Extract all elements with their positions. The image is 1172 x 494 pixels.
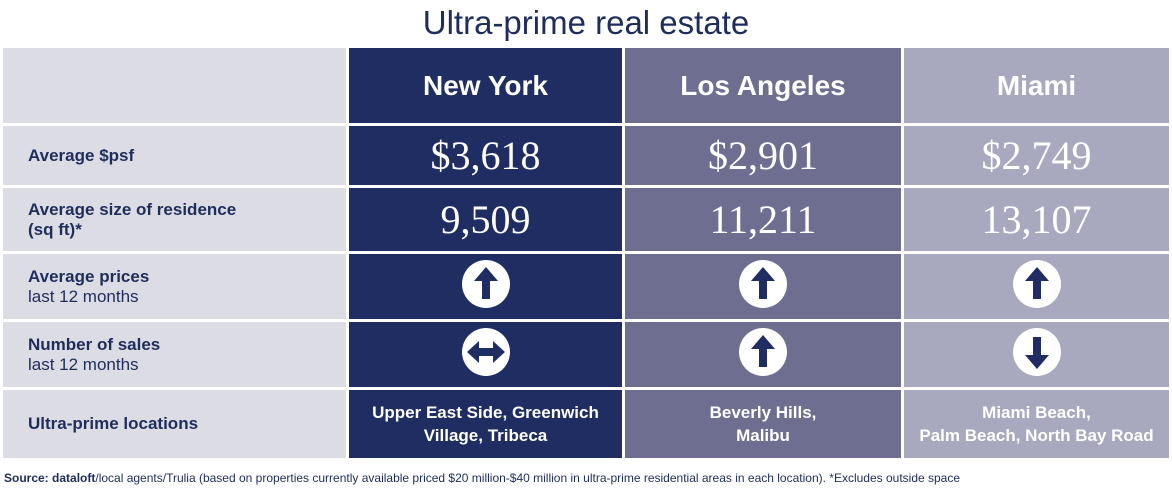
location-cell: Beverly Hills, Malibu: [625, 390, 901, 458]
row-label-3: Average prices last 12 months: [3, 254, 346, 319]
arrow-up-icon: [461, 259, 511, 314]
row-label-2: Average size of residence (sq ft)*: [3, 188, 346, 251]
location-line: Upper East Side, Greenwich: [372, 403, 599, 422]
value-cell: $2,901: [625, 126, 901, 185]
chart-title: Ultra-prime real estate: [422, 4, 750, 41]
trend-cell: [349, 322, 622, 387]
row-label-5: Ultra-prime locations: [3, 390, 346, 458]
value-cell: $3,618: [349, 126, 622, 185]
source-note: Source: dataloft/local agents/Trulia (ba…: [4, 471, 960, 485]
row-label-text: Average size of residence: [28, 199, 237, 219]
arrow-up-icon: [1012, 259, 1062, 314]
header-corner: [3, 48, 346, 123]
value-cell: 11,211: [625, 188, 901, 251]
row-label-1: Average $psf: [3, 126, 346, 185]
value-cell: $2,749: [904, 126, 1169, 185]
source-brand: dataloft: [52, 471, 96, 485]
location-line: Village, Tribeca: [423, 426, 548, 445]
trend-cell: [904, 254, 1169, 319]
arrow-up-icon: [738, 259, 788, 314]
trend-cell: [349, 254, 622, 319]
row-label-text: Number of sales: [28, 334, 161, 354]
arrow-down-icon: [1012, 327, 1062, 382]
column-header-miami: Miami: [904, 48, 1169, 123]
row-label-subtext: last 12 months: [28, 354, 139, 374]
column-header-los-angeles: Los Angeles: [625, 48, 901, 123]
row-label-text: Average $psf: [28, 145, 135, 165]
trend-cell: [904, 322, 1169, 387]
column-header-new-york: New York: [349, 48, 622, 123]
trend-cell: [625, 254, 901, 319]
row-label-subtext: last 12 months: [28, 286, 139, 306]
arrow-left-right-icon: [461, 327, 511, 382]
value-cell: 9,509: [349, 188, 622, 251]
location-cell: Upper East Side, Greenwich Village, Tribe…: [349, 390, 622, 458]
location-line: Miami Beach,: [982, 403, 1091, 422]
row-label-text: Average prices: [28, 266, 150, 286]
location-cell: Miami Beach, Palm Beach, North Bay Road: [904, 390, 1169, 458]
location-line: Malibu: [736, 426, 790, 445]
location-line: Palm Beach, North Bay Road: [919, 426, 1154, 445]
row-label-subtext: (sq ft)*: [28, 219, 82, 239]
value-cell: 13,107: [904, 188, 1169, 251]
row-label-4: Number of sales last 12 months: [3, 322, 346, 387]
source-prefix: Source:: [4, 471, 53, 485]
row-label-text: Ultra-prime locations: [28, 414, 199, 433]
source-text: /local agents/Trulia (based on propertie…: [95, 471, 961, 485]
data-table: New York Los Angeles Miami Average $psf $3,6…: [3, 48, 1169, 458]
location-line: Beverly Hills,: [709, 403, 817, 422]
arrow-up-icon: [738, 327, 788, 382]
trend-cell: [625, 322, 901, 387]
